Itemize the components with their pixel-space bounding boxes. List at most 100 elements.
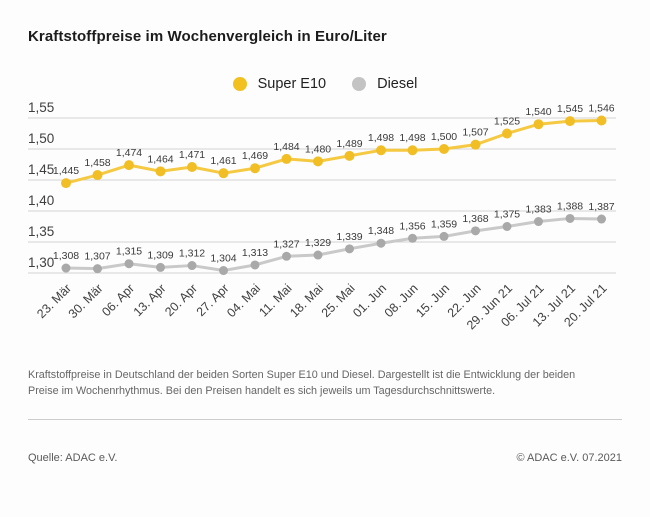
copyright-text: © ADAC e.V. 07.2021 <box>516 452 622 464</box>
super-e10-point <box>155 166 166 177</box>
super-e10-point <box>61 178 71 189</box>
x-axis-label: 20. Apr <box>162 281 200 319</box>
diesel-point <box>471 226 480 236</box>
super-e10-value-label: 1,474 <box>116 147 142 159</box>
diesel-point <box>345 244 354 254</box>
diesel-value-label: 1,368 <box>462 213 488 225</box>
diesel-value-label: 1,388 <box>557 200 583 212</box>
super-e10-point <box>281 153 292 164</box>
diesel-value-label: 1,348 <box>368 225 394 237</box>
diesel-point <box>61 263 71 273</box>
super-e10-point <box>218 168 229 179</box>
diesel-point <box>408 233 417 243</box>
super-e10-value-label: 1,525 <box>494 116 520 128</box>
y-axis-tick-label: 1,35 <box>28 224 54 239</box>
diesel-point <box>282 251 291 261</box>
super-e10-value-label: 1,540 <box>525 106 551 118</box>
super-e10-value-label: 1,498 <box>399 132 425 144</box>
diesel-value-label: 1,339 <box>336 231 362 243</box>
diesel-point <box>565 213 575 223</box>
super-e10-point <box>92 170 103 181</box>
diesel-point <box>439 231 449 241</box>
diesel-value-label: 1,329 <box>305 237 331 249</box>
diesel-value-label: 1,313 <box>242 247 268 259</box>
diesel-value-label: 1,387 <box>588 201 614 213</box>
diesel-value-label: 1,327 <box>273 238 299 250</box>
x-axis-label: 27. Apr <box>194 281 232 319</box>
diesel-value-label: 1,356 <box>399 220 425 232</box>
diesel-point <box>93 264 102 274</box>
super-e10-value-label: 1,500 <box>431 131 457 143</box>
diesel-point <box>597 214 606 224</box>
super-e10-value-label: 1,471 <box>179 149 205 161</box>
super-e10-line <box>65 118 602 185</box>
super-e10-point <box>502 128 512 139</box>
super-e10-point <box>407 145 418 156</box>
y-axis-tick-label: 1,55 <box>28 100 54 115</box>
y-axis-tick-label: 1,45 <box>28 162 54 177</box>
super-e10-value-label: 1,507 <box>462 127 488 139</box>
x-axis-label: 01. Jun <box>350 281 389 320</box>
super-e10-point <box>313 156 323 167</box>
diesel-value-label: 1,308 <box>53 250 79 262</box>
chart-description: Kraftstoffpreise in Deutschland der beid… <box>28 369 576 397</box>
super-e10-value-label: 1,484 <box>273 141 299 153</box>
diesel-value-label: 1,309 <box>147 249 173 261</box>
x-axis-label: 18. Mai <box>287 281 326 320</box>
x-axis-label: 06. Apr <box>99 281 137 319</box>
super-e10-value-label: 1,445 <box>53 165 79 177</box>
diesel-point <box>250 260 260 270</box>
y-axis-tick-label: 1,30 <box>28 255 54 270</box>
super-e10-point <box>565 116 575 127</box>
diesel-point <box>376 238 386 248</box>
super-e10-value-label: 1,464 <box>147 153 173 165</box>
diesel-legend-dot-icon <box>352 77 367 91</box>
diesel-value-label: 1,359 <box>431 218 457 230</box>
x-axis-label: 30. Mär <box>66 281 106 321</box>
super-e10-value-label: 1,480 <box>305 143 331 155</box>
super-e10-value-label: 1,545 <box>557 103 583 115</box>
super-e10-point <box>439 144 449 154</box>
super-e10-legend-dot-icon <box>232 77 247 91</box>
super-e10-point <box>187 161 197 172</box>
diesel-point <box>187 261 197 271</box>
diesel-point <box>219 266 228 276</box>
diesel-point <box>502 222 512 231</box>
super-e10-point <box>250 163 260 174</box>
legend-item-diesel: Diesel <box>352 76 417 92</box>
legend: Super E10 Diesel <box>0 76 650 92</box>
x-axis-label: 11. Mai <box>256 281 294 319</box>
diesel-point <box>156 262 165 272</box>
super-e10-point <box>124 160 134 171</box>
x-axis-label: 08. Jun <box>382 281 421 320</box>
diesel-value-label: 1,304 <box>210 253 236 265</box>
source-text: Quelle: ADAC e.V. <box>28 452 118 464</box>
diesel-point <box>124 259 134 269</box>
super-e10-value-label: 1,458 <box>84 157 110 169</box>
y-axis-tick-label: 1,50 <box>28 131 54 146</box>
x-axis-label: 04. Mai <box>224 281 263 320</box>
super-e10-value-label: 1,498 <box>368 132 394 144</box>
y-axis-tick-label: 1,40 <box>28 193 54 208</box>
super-e10-point <box>344 150 355 161</box>
diesel-point <box>534 217 543 227</box>
super-e10-point <box>376 145 386 156</box>
super-e10-value-label: 1,489 <box>336 138 362 150</box>
super-e10-point <box>596 115 607 126</box>
chart-title: Kraftstoffpreise im Wochenvergleich in E… <box>28 28 387 45</box>
diesel-value-label: 1,307 <box>84 251 110 263</box>
diesel-value-label: 1,312 <box>179 248 205 260</box>
legend-label-diesel: Diesel <box>377 76 418 92</box>
super-e10-value-label: 1,461 <box>210 155 236 167</box>
super-e10-point <box>533 119 544 130</box>
x-axis-label: 25. Mai <box>319 281 358 320</box>
legend-label-super-e10: Super E10 <box>257 76 327 92</box>
super-e10-value-label: 1,469 <box>242 150 268 162</box>
diesel-point <box>313 250 323 260</box>
x-axis-label: 23. Mär <box>34 281 74 321</box>
legend-item-super-e10: Super E10 <box>232 76 327 92</box>
super-e10-value-label: 1,546 <box>588 102 614 114</box>
x-axis-label: 13. Apr <box>131 281 169 319</box>
